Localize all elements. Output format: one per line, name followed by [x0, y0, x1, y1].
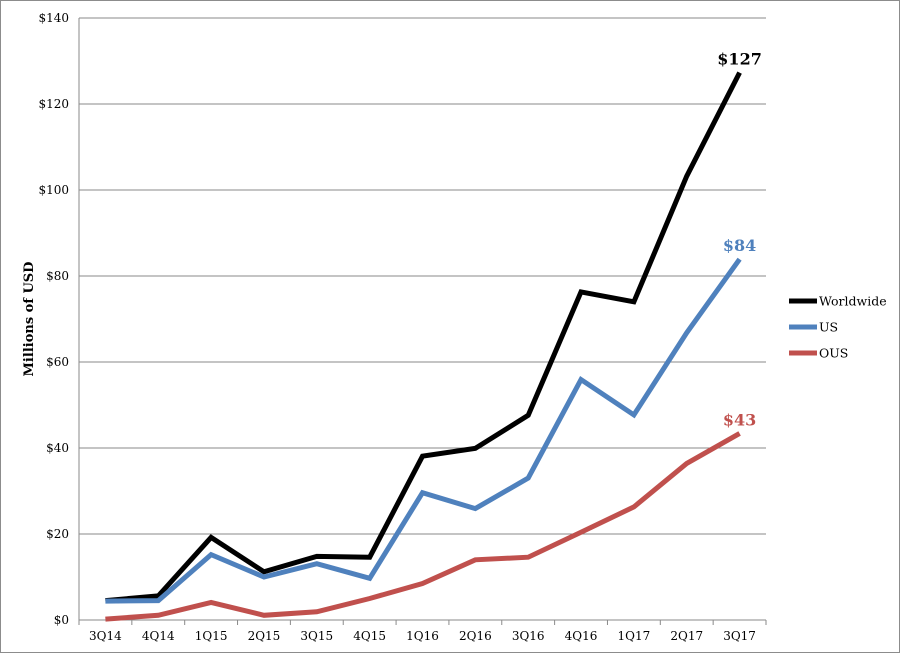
x-tick-label: 4Q14 [142, 629, 175, 643]
x-tick-label: 1Q15 [195, 629, 228, 643]
y-tick-label: $60 [46, 355, 69, 369]
legend-label-worldwide: Worldwide [819, 294, 887, 309]
series-line-ous [105, 431, 741, 622]
y-tick-label: $140 [38, 11, 69, 25]
x-tick-label: 3Q14 [89, 629, 122, 643]
end-labels: $127 $84 $43 [717, 50, 762, 430]
x-tick-label: 3Q17 [723, 629, 756, 643]
series-line-us [105, 257, 742, 604]
end-label-us: $84 [723, 236, 756, 255]
y-tick-label: $80 [46, 269, 69, 283]
x-tick-label: 4Q15 [353, 629, 386, 643]
y-tick-label: $0 [54, 613, 69, 627]
y-tick-label: $100 [38, 183, 69, 197]
legend: Worldwide US OUS [789, 294, 887, 361]
end-label-ous: $43 [723, 410, 756, 429]
axes [78, 18, 767, 625]
legend-label-us: US [819, 320, 838, 335]
x-tick-labels: 3Q14 4Q14 1Q15 2Q15 3Q15 4Q15 1Q16 2Q16 3Q16 4Q16… [89, 629, 756, 643]
y-tick-label: $20 [46, 527, 69, 541]
x-tick-label: 1Q17 [618, 629, 651, 643]
x-tick-label: 4Q16 [565, 629, 598, 643]
y-tick-labels: $0 $20 $40 $60 $80 $100 $120 $140 [38, 11, 69, 627]
x-tick-label: 3Q16 [512, 629, 545, 643]
series-lines [105, 71, 742, 622]
x-tick-label: 2Q17 [670, 629, 703, 643]
x-tick-label: 1Q16 [406, 629, 439, 643]
x-tick-label: 3Q15 [300, 629, 333, 643]
x-tick-label: 2Q15 [248, 629, 281, 643]
y-axis-title: Millions of USD [22, 262, 37, 377]
grid-lines [79, 17, 766, 535]
series-line-worldwide [105, 71, 742, 604]
end-label-worldwide: $127 [717, 50, 762, 69]
y-tick-label: $120 [38, 97, 69, 111]
x-tick-label: 2Q16 [459, 629, 492, 643]
y-tick-label: $40 [46, 441, 69, 455]
legend-label-ous: OUS [819, 346, 848, 361]
